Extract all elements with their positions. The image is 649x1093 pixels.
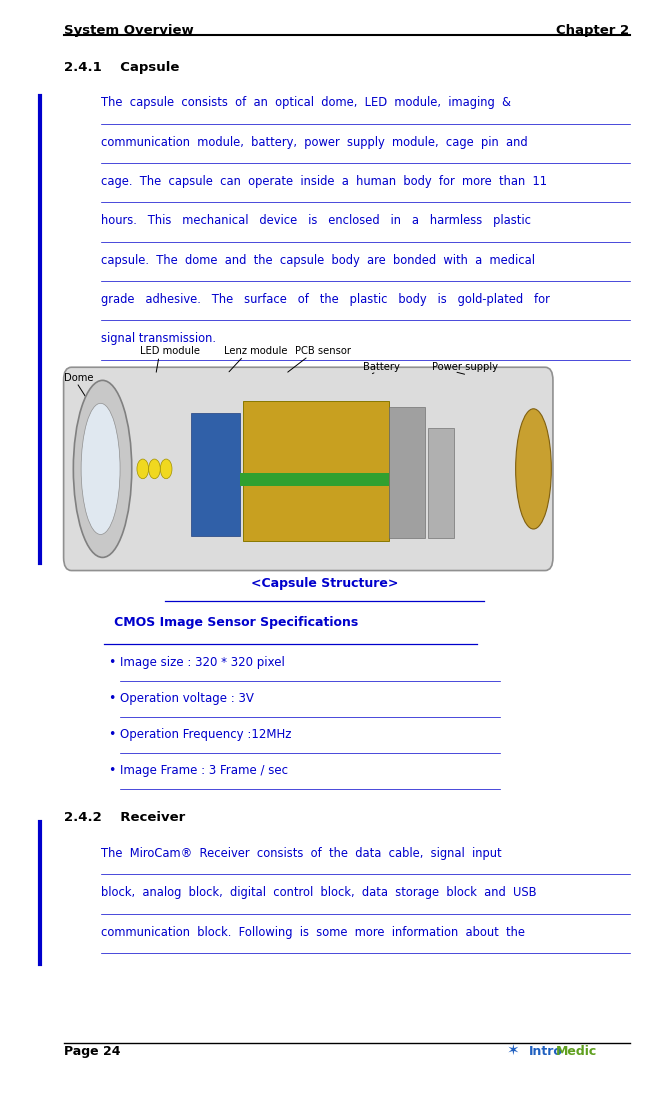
Text: 2.4.1    Capsule: 2.4.1 Capsule (64, 61, 179, 74)
FancyBboxPatch shape (64, 367, 553, 571)
Text: communication  block.  Following  is  some  more  information  about  the: communication block. Following is some m… (101, 926, 524, 939)
Ellipse shape (515, 409, 551, 529)
Bar (428, 428, 454, 538)
Text: cage.  The  capsule  can  operate  inside  a  human  body  for  more  than  11: cage. The capsule can operate inside a h… (101, 175, 546, 188)
Text: PCB sensor: PCB sensor (295, 346, 351, 356)
Text: CMOS Image Sensor Specifications: CMOS Image Sensor Specifications (101, 616, 358, 630)
Text: •: • (108, 728, 116, 741)
Text: Image Frame : 3 Frame / sec: Image Frame : 3 Frame / sec (120, 764, 288, 777)
Bar (389, 407, 425, 538)
Circle shape (149, 459, 160, 479)
Text: System Overview: System Overview (64, 24, 193, 37)
Text: Dome: Dome (64, 373, 93, 383)
Text: Chapter 2: Chapter 2 (556, 24, 630, 37)
Text: Image size : 320 * 320 pixel: Image size : 320 * 320 pixel (120, 656, 285, 669)
Text: Operation voltage : 3V: Operation voltage : 3V (120, 692, 254, 705)
Text: <Capsule Structure>: <Capsule Structure> (251, 577, 398, 590)
Text: grade   adhesive.   The   surface   of   the   plastic   body   is   gold-plated: grade adhesive. The surface of the plast… (101, 293, 550, 306)
Bar (240, 473, 389, 486)
Text: Power supply: Power supply (432, 362, 498, 372)
Text: hours.   This   mechanical   device   is   enclosed   in   a   harmless   plasti: hours. This mechanical device is enclose… (101, 214, 531, 227)
Text: signal transmission.: signal transmission. (101, 332, 215, 345)
Text: capsule.  The  dome  and  the  capsule  body  are  bonded  with  a  medical: capsule. The dome and the capsule body a… (101, 254, 535, 267)
Text: block,  analog  block,  digital  control  block,  data  storage  block  and  USB: block, analog block, digital control blo… (101, 886, 536, 900)
Ellipse shape (73, 380, 132, 557)
Text: •: • (108, 764, 116, 777)
Text: 2.4.2    Receiver: 2.4.2 Receiver (64, 811, 185, 824)
Text: Battery: Battery (363, 362, 400, 372)
Text: Medic: Medic (556, 1045, 598, 1058)
Text: The  MiroCam®  Receiver  consists  of  the  data  cable,  signal  input: The MiroCam® Receiver consists of the da… (101, 847, 501, 860)
Bar (191, 413, 240, 536)
Text: •: • (108, 692, 116, 705)
Text: Operation Frequency :12MHz: Operation Frequency :12MHz (120, 728, 291, 741)
Text: LED module: LED module (140, 346, 199, 356)
Text: Intro: Intro (529, 1045, 563, 1058)
Text: The  capsule  consists  of  an  optical  dome,  LED  module,  imaging  &: The capsule consists of an optical dome,… (101, 96, 511, 109)
Circle shape (160, 459, 172, 479)
Circle shape (137, 459, 149, 479)
Text: Page 24: Page 24 (64, 1045, 120, 1058)
Text: ✶: ✶ (506, 1043, 519, 1058)
Ellipse shape (81, 403, 120, 534)
Text: Lenz module: Lenz module (224, 346, 288, 356)
Text: communication  module,  battery,  power  supply  module,  cage  pin  and: communication module, battery, power sup… (101, 136, 527, 149)
Text: •: • (108, 656, 116, 669)
Bar (243, 401, 389, 541)
